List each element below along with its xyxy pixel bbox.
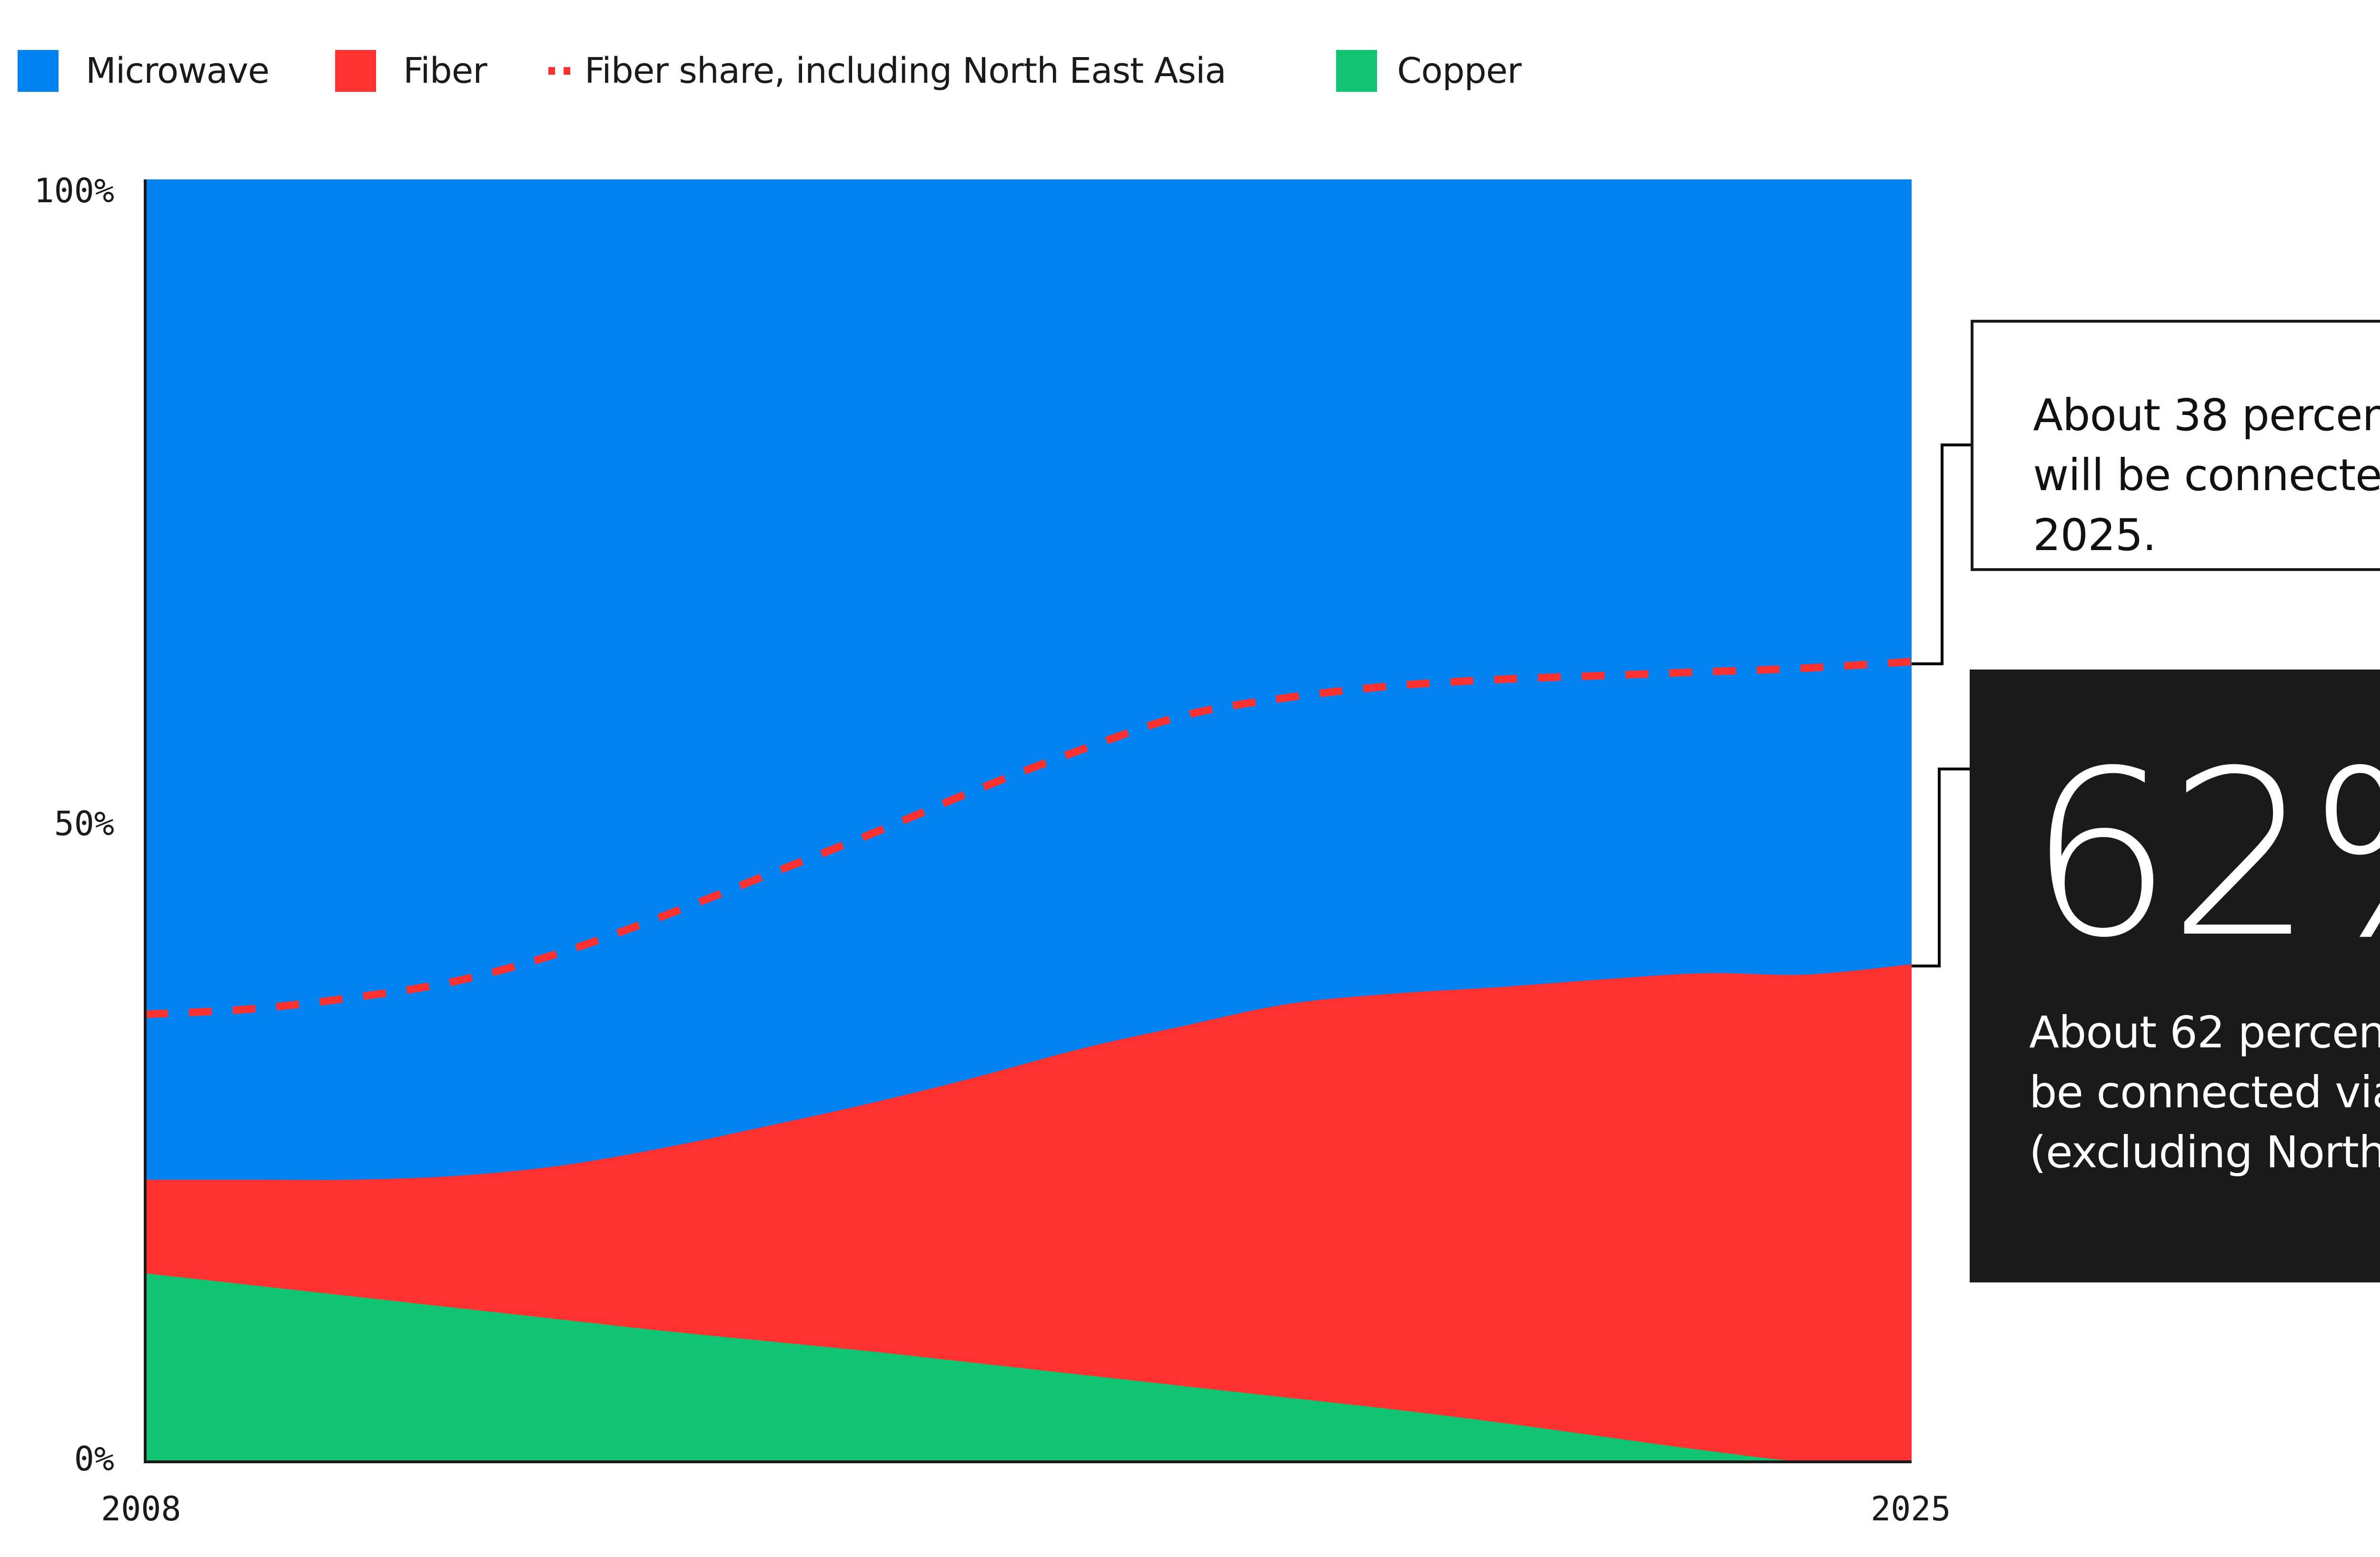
copper-swatch-icon — [1336, 50, 1377, 92]
callout-light-text: About 38 percent of radio sites globally… — [2033, 385, 2380, 565]
legend-item-copper: Copper — [1336, 49, 1522, 92]
y-tick-100: 100% — [34, 171, 114, 210]
callout-box-light: About 38 percent of radio sites globally… — [1971, 320, 2380, 571]
legend-label: Fiber share, including North East Asia — [585, 50, 1227, 91]
callout-box-dark: 62% About 62 percent of all radio sites … — [1970, 670, 2380, 1282]
y-tick-0: 0% — [74, 1439, 114, 1478]
callout-dark-line: be connected via microwave by 2025 — [2029, 1067, 2380, 1118]
x-tick-2008: 2008 — [101, 1489, 181, 1528]
legend-item-microwave: Microwave — [18, 49, 269, 92]
callout-dark-text: About 62 percent of all radio sites will… — [2029, 1003, 2380, 1183]
legend-item-fiber: Fiber — [335, 49, 487, 92]
callout-light-line: will be connected via microwave by 2025. — [2033, 450, 2380, 561]
legend-label: Copper — [1397, 50, 1522, 91]
callout-connector-dark — [1912, 768, 1971, 967]
callout-connector-light — [1912, 443, 1971, 665]
callout-light-line: About 38 percent of radio sites globally — [2033, 390, 2380, 441]
fiber-swatch-icon — [335, 50, 376, 92]
legend-label: Fiber — [403, 50, 487, 91]
legend-item-fiber-share: Fiber share, including North East Asia — [529, 49, 1227, 92]
microwave-swatch-icon — [18, 50, 59, 92]
big-percentage: 62% — [2028, 722, 2380, 988]
y-tick-50: 50% — [54, 804, 114, 843]
callout-dark-line: About 62 percent of all radio sites will — [2029, 1007, 2380, 1058]
fiber-share-dashed-line — [145, 658, 1912, 1018]
dashed-line-swatch-icon — [529, 67, 570, 75]
callout-dark-line: (excluding North East Asia). — [2029, 1127, 2380, 1178]
x-tick-2025: 2025 — [1871, 1489, 1951, 1528]
copper-area — [145, 1273, 1912, 1463]
legend-label: Microwave — [86, 50, 269, 91]
chart-areas — [145, 179, 1912, 1463]
